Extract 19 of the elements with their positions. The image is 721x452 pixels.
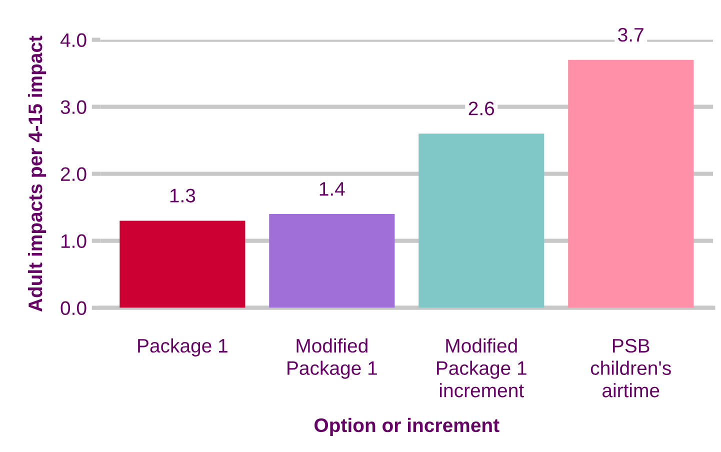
y-axis-title: Adult impacts per 4-15 impact (28, 36, 46, 312)
bar (120, 220, 246, 308)
data-label: 1.3 (170, 188, 196, 202)
y-tick-label: 3.0 (60, 100, 86, 114)
x-axis-title: Option or increment (314, 418, 500, 436)
x-tick-label: Modified Package 1 (288, 338, 377, 379)
bar (568, 60, 694, 308)
bar (269, 214, 395, 308)
x-tick-label: PSB children's airtime (590, 338, 671, 398)
bar (418, 134, 544, 308)
y-tick-label: 2.0 (60, 167, 86, 182)
x-tick-label: Modified Package 1 increment (437, 338, 526, 398)
data-label: 2.6 (468, 102, 494, 116)
y-tick-label: 0.0 (60, 301, 86, 316)
y-tick-label: 4.0 (60, 33, 86, 48)
y-tick-label: 1.0 (61, 234, 86, 248)
data-label: 1.4 (320, 182, 345, 196)
data-label: 3.7 (618, 28, 644, 42)
x-tick-label: Package 1 (138, 338, 228, 356)
